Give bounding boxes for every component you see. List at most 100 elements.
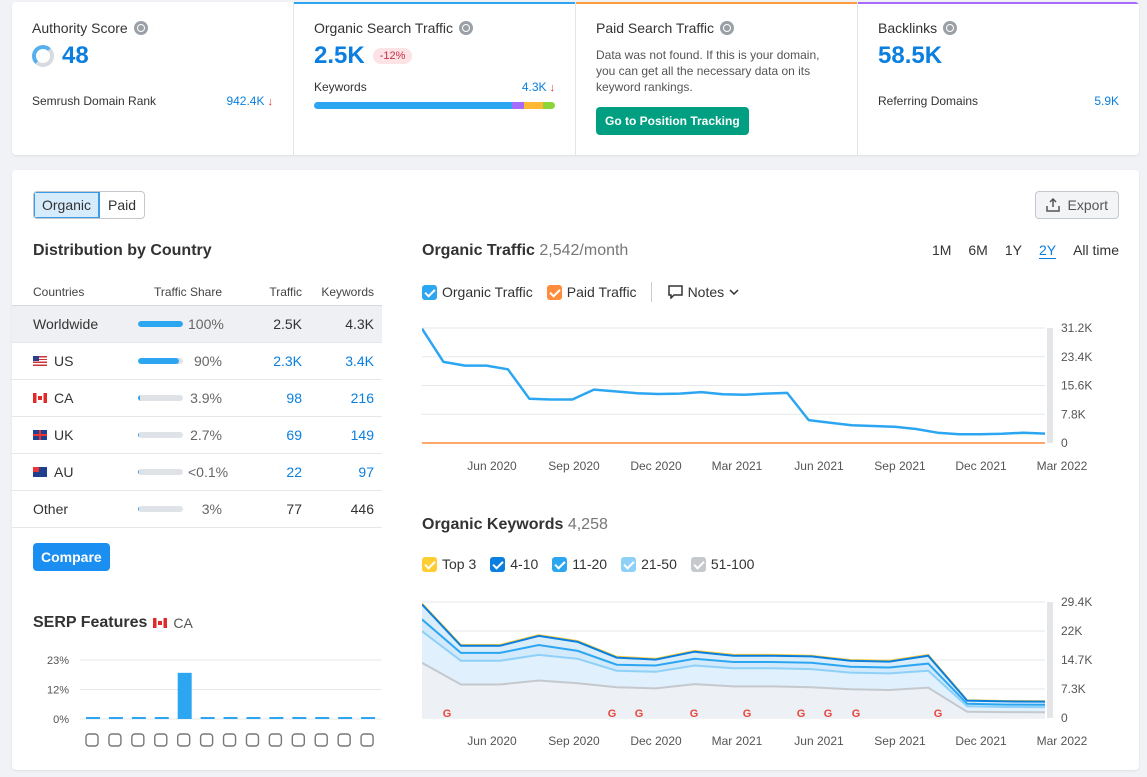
keyword-series-line — [422, 630, 1046, 709]
serp-feature-bar — [315, 717, 330, 719]
keywords-value[interactable]: 97 — [358, 464, 374, 480]
y-tick-label: 14.7K — [1061, 653, 1092, 667]
keyword-legend-checkbox[interactable]: 4-10 — [490, 556, 538, 572]
traffic-value[interactable]: 98 — [286, 390, 302, 406]
authority-score-value[interactable]: 48 — [62, 42, 89, 69]
organic-keywords-chart-title: Organic Keywords — [422, 516, 564, 533]
serp-feature-bar — [338, 717, 353, 719]
x-tick-label: Mar 2022 — [1037, 459, 1088, 473]
checkbox-icon — [621, 556, 637, 572]
organic-traffic-checkbox[interactable]: Organic Traffic — [422, 284, 533, 300]
range-1y[interactable]: 1Y — [1004, 242, 1022, 258]
checkbox-icon — [422, 556, 437, 572]
link-icon[interactable] — [176, 733, 191, 747]
crown-icon[interactable] — [268, 733, 283, 747]
video-icon[interactable] — [245, 733, 260, 747]
info-icon[interactable] — [720, 21, 735, 35]
backlinks-widget: Backlinks 58.5K Referring Domains 5.9K — [858, 2, 1139, 155]
table-row[interactable]: Other 3% 77 446 — [12, 491, 382, 528]
info-icon[interactable] — [459, 21, 474, 35]
traffic-value[interactable]: 22 — [286, 464, 302, 480]
keyword-legend-checkbox[interactable]: Top 3 — [422, 556, 476, 572]
col-traffic-share[interactable]: Traffic Share — [153, 284, 222, 299]
y-tick-label: 23% — [47, 655, 69, 667]
keyword-legend-label: Top 3 — [442, 556, 477, 572]
paid-topbar — [576, 2, 857, 4]
table-row[interactable]: UK 2.7% 69 149 — [12, 417, 382, 454]
play-icon[interactable] — [222, 733, 237, 747]
organic-toggle-button[interactable]: Organic — [34, 192, 101, 218]
notes-dropdown[interactable]: Notes — [667, 284, 740, 300]
info-icon[interactable] — [133, 21, 148, 35]
legend-divider — [650, 282, 652, 302]
pin-icon[interactable] — [108, 733, 122, 747]
play-circle-icon[interactable] — [314, 733, 328, 747]
paid-toggle-button[interactable]: Paid — [108, 197, 137, 213]
organic-traffic-legend-label: Organic Traffic — [442, 284, 533, 300]
traffic-share-value: 90% — [193, 353, 222, 369]
info-icon[interactable] — [943, 21, 958, 35]
traffic-share-value: 3.9% — [190, 390, 222, 406]
domain-rank-label: Semrush Domain Rank — [32, 94, 157, 108]
google-update-icon: G — [934, 708, 943, 720]
export-button[interactable]: Export — [1034, 191, 1119, 219]
keywords-value[interactable]: 3.4K — [345, 353, 374, 369]
date-range-selector: 1M 6M 1Y 2Y All time — [932, 242, 1119, 259]
x-tick-label: Sep 2021 — [874, 459, 926, 473]
table-row[interactable]: Worldwide 100% 2.5K 4.3K — [12, 306, 382, 343]
export-label: Export — [1067, 197, 1108, 213]
keywords-value[interactable]: 149 — [350, 427, 374, 443]
paid-traffic-title: Paid Search Traffic — [596, 20, 715, 36]
y-tick-label: 22K — [1061, 624, 1082, 638]
position-tracking-button[interactable]: Go to Position Tracking — [596, 107, 749, 135]
google-update-icon: G — [443, 708, 452, 720]
x-tick-label: Sep 2021 — [874, 734, 926, 748]
serp-feature-bar — [292, 717, 307, 719]
question-icon[interactable] — [360, 733, 374, 747]
traffic-value[interactable]: 2.3K — [273, 353, 302, 369]
table-row[interactable]: AU <0.1% 22 97 — [12, 454, 382, 491]
table-row[interactable]: US 90% 2.3K 3.4K — [12, 343, 382, 380]
x-tick-label: Jun 2021 — [794, 459, 844, 473]
keyword-legend-checkbox[interactable]: 11-20 — [552, 556, 607, 572]
traffic-legend: Organic Traffic Paid Traffic Notes — [422, 282, 753, 302]
checkbox-icon — [690, 556, 706, 572]
keyword-legend-checkbox[interactable]: 21-50 — [621, 556, 677, 572]
compare-button[interactable]: Compare — [33, 543, 110, 571]
x-tick-label: Jun 2020 — [467, 734, 517, 748]
serp-feature-bar — [246, 717, 261, 719]
x-tick-label: Jun 2020 — [467, 459, 517, 473]
gallery-icon[interactable] — [291, 733, 306, 747]
keywords-value[interactable]: 4.3K — [521, 80, 547, 94]
serp-features-title: SERP Features — [33, 614, 148, 631]
scroll-handle — [1047, 328, 1053, 443]
col-countries[interactable]: Countries — [33, 284, 85, 299]
traffic-value[interactable]: 69 — [286, 427, 302, 443]
range-6m[interactable]: 6M — [968, 242, 988, 258]
paid-traffic-checkbox[interactable]: Paid Traffic — [546, 284, 637, 300]
referring-domains-value[interactable]: 5.9K — [1094, 94, 1119, 108]
faq-icon[interactable] — [337, 733, 351, 747]
range-1m[interactable]: 1M — [931, 242, 952, 258]
traffic-share-value: 3% — [201, 501, 222, 517]
keywords-value[interactable]: 216 — [350, 390, 374, 406]
col-keywords[interactable]: Keywords — [321, 284, 374, 299]
organic-traffic-value[interactable]: 2.5K — [314, 42, 365, 69]
organic-keywords-chart: 29.4K 22K 14.7K 7.3K 0 Jun 2020 Sep 2020 Dec 20… — [422, 595, 1092, 748]
google-update-icon: G — [743, 708, 752, 720]
keyword-legend-label: 21-50 — [641, 556, 677, 572]
organic-traffic-widget: Organic Search Traffic 2.5K -12% Keywords… — [294, 2, 576, 155]
range-all-time[interactable]: All time — [1073, 242, 1119, 258]
range-2y[interactable]: 2Y — [1038, 242, 1057, 259]
domain-rank-value[interactable]: 942.4K — [226, 94, 265, 108]
y-tick-label: 29.4K — [1061, 595, 1092, 609]
col-traffic[interactable]: Traffic — [269, 284, 302, 299]
document-icon[interactable] — [131, 733, 145, 747]
table-row[interactable]: CA 3.9% 98 216 — [12, 380, 382, 417]
keyword-legend-checkbox[interactable]: 51-100 — [690, 556, 754, 572]
backlinks-value[interactable]: 58.5K — [878, 42, 943, 69]
star-icon[interactable] — [199, 733, 214, 747]
graduation-icon[interactable] — [85, 733, 99, 747]
image-icon[interactable] — [154, 733, 168, 747]
country-table: Countries Traffic Share Traffic Keywords… — [12, 278, 382, 528]
